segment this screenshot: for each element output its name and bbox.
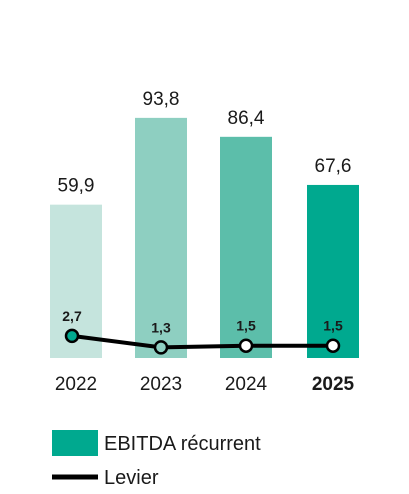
leverage-marker-2025	[325, 338, 341, 353]
bars-group	[50, 117, 359, 358]
leverage-value-label-2022: 2,7	[62, 308, 82, 324]
x-tick-label-2023: 2023	[140, 374, 182, 395]
leverage-line	[71, 333, 333, 350]
x-tick-label-2022: 2022	[55, 374, 97, 395]
bar-value-label-2023: 93,8	[143, 89, 180, 110]
leverage-line-group: 2,7 1,3 1,5 1,5	[62, 308, 343, 355]
legend-label-ebitda: EBITDA récurrent	[104, 433, 261, 455]
bar-value-label-2022: 59,9	[58, 176, 95, 197]
leverage-value-label-2023: 1,3	[151, 319, 171, 335]
legend-bar-swatch	[52, 430, 98, 456]
leverage-marker-2023	[153, 340, 169, 355]
bar-2025	[307, 184, 359, 358]
leverage-value-label-2024: 1,5	[236, 318, 256, 334]
leverage-marker-2022	[64, 328, 80, 344]
legend-label-levier: Levier	[104, 467, 159, 489]
x-tick-label-2025: 2025	[312, 374, 355, 395]
x-axis-tick-labels: 2022 2023 2024 2025	[55, 374, 355, 395]
legend: EBITDA récurrent Levier	[52, 430, 261, 489]
bar-value-label-2025: 67,6	[315, 156, 352, 177]
x-tick-label-2024: 2024	[225, 374, 268, 395]
bar-value-label-2024: 86,4	[228, 108, 265, 129]
bar-2023	[135, 117, 187, 358]
leverage-value-label-2025: 1,5	[323, 318, 343, 334]
leverage-marker-2024	[238, 338, 254, 353]
bar-value-labels: 59,9 93,8 86,4 67,6	[58, 89, 352, 197]
bar-2024	[220, 136, 272, 358]
